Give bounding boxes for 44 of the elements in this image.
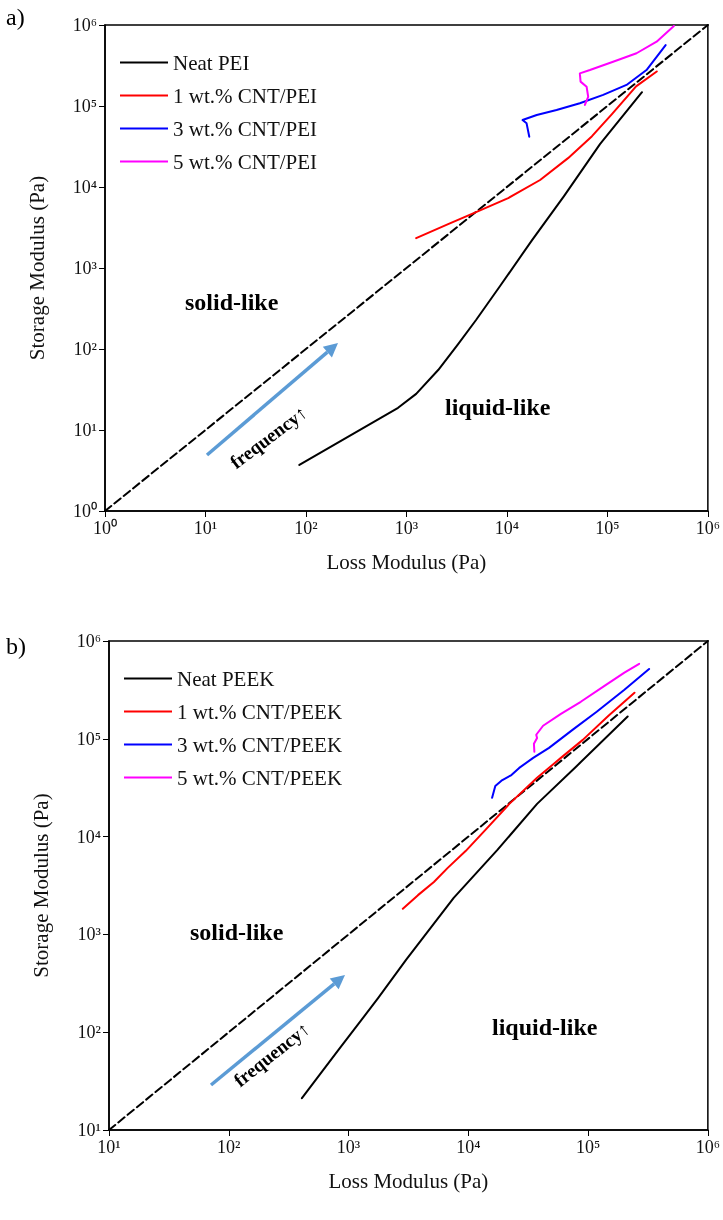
x-tick-label: 10¹ — [97, 1137, 121, 1157]
y-tick-label: 10⁴ — [72, 177, 97, 197]
y-tick-label: 10⁶ — [76, 631, 101, 651]
x-tick-label: 10⁵ — [595, 518, 620, 538]
y-tick-label: 10² — [73, 339, 97, 359]
x-tick-label: 10² — [217, 1137, 241, 1157]
x-tick-label: 10⁴ — [456, 1137, 481, 1157]
y-tick-label: 10¹ — [73, 420, 97, 440]
y-tick-label: 10⁴ — [76, 826, 101, 847]
chart-title: b) — [6, 633, 26, 659]
y-axis-title: Storage Modulus (Pa) — [28, 793, 53, 978]
x-tick-label: 10² — [294, 518, 318, 538]
x-tick-label: 10³ — [336, 1137, 361, 1157]
chart-title: a) — [6, 4, 25, 30]
x-tick-label: 10⁰ — [93, 518, 117, 538]
x-tick-label: 10⁴ — [494, 518, 520, 538]
x-axis-title: Loss Modulus (Pa) — [328, 1168, 489, 1193]
legend-label: Neat PEEK — [177, 666, 275, 691]
y-tick-label: 10¹ — [77, 1120, 101, 1140]
y-tick-label: 10⁵ — [76, 728, 101, 749]
legend-label: 3 wt.% CNT/PEEK — [177, 732, 343, 757]
y-tick-label: 10³ — [73, 258, 98, 278]
x-axis-title: Loss Modulus (Pa) — [326, 549, 487, 574]
legend-label: 5 wt.% CNT/PEI — [173, 149, 318, 174]
legend-label: 3 wt.% CNT/PEI — [173, 116, 318, 141]
legend-label: 5 wt.% CNT/PEEK — [177, 765, 343, 790]
x-tick-label: 10⁵ — [575, 1137, 601, 1157]
annotation: liquid-like — [492, 1014, 598, 1040]
y-tick-label: 10⁰ — [73, 501, 97, 521]
annotation: liquid-like — [445, 394, 551, 420]
annotation: solid-like — [190, 919, 284, 945]
x-tick-label: 10⁶ — [695, 518, 720, 538]
y-tick-label: 10² — [77, 1022, 101, 1043]
annotation: solid-like — [185, 289, 279, 315]
legend-label: 1 wt.% CNT/PEEK — [177, 699, 343, 724]
x-tick-label: 10¹ — [193, 518, 218, 538]
y-axis-title: Storage Modulus (Pa) — [24, 175, 49, 361]
y-tick-label: 10⁶ — [72, 15, 97, 35]
x-tick-label: 10⁶ — [695, 1137, 720, 1157]
y-tick-label: 10⁵ — [72, 96, 97, 116]
legend-label: 1 wt.% CNT/PEI — [173, 83, 318, 108]
y-tick-label: 10³ — [77, 924, 102, 945]
legend-label: Neat PEI — [173, 50, 250, 75]
x-tick-label: 10³ — [394, 518, 419, 538]
